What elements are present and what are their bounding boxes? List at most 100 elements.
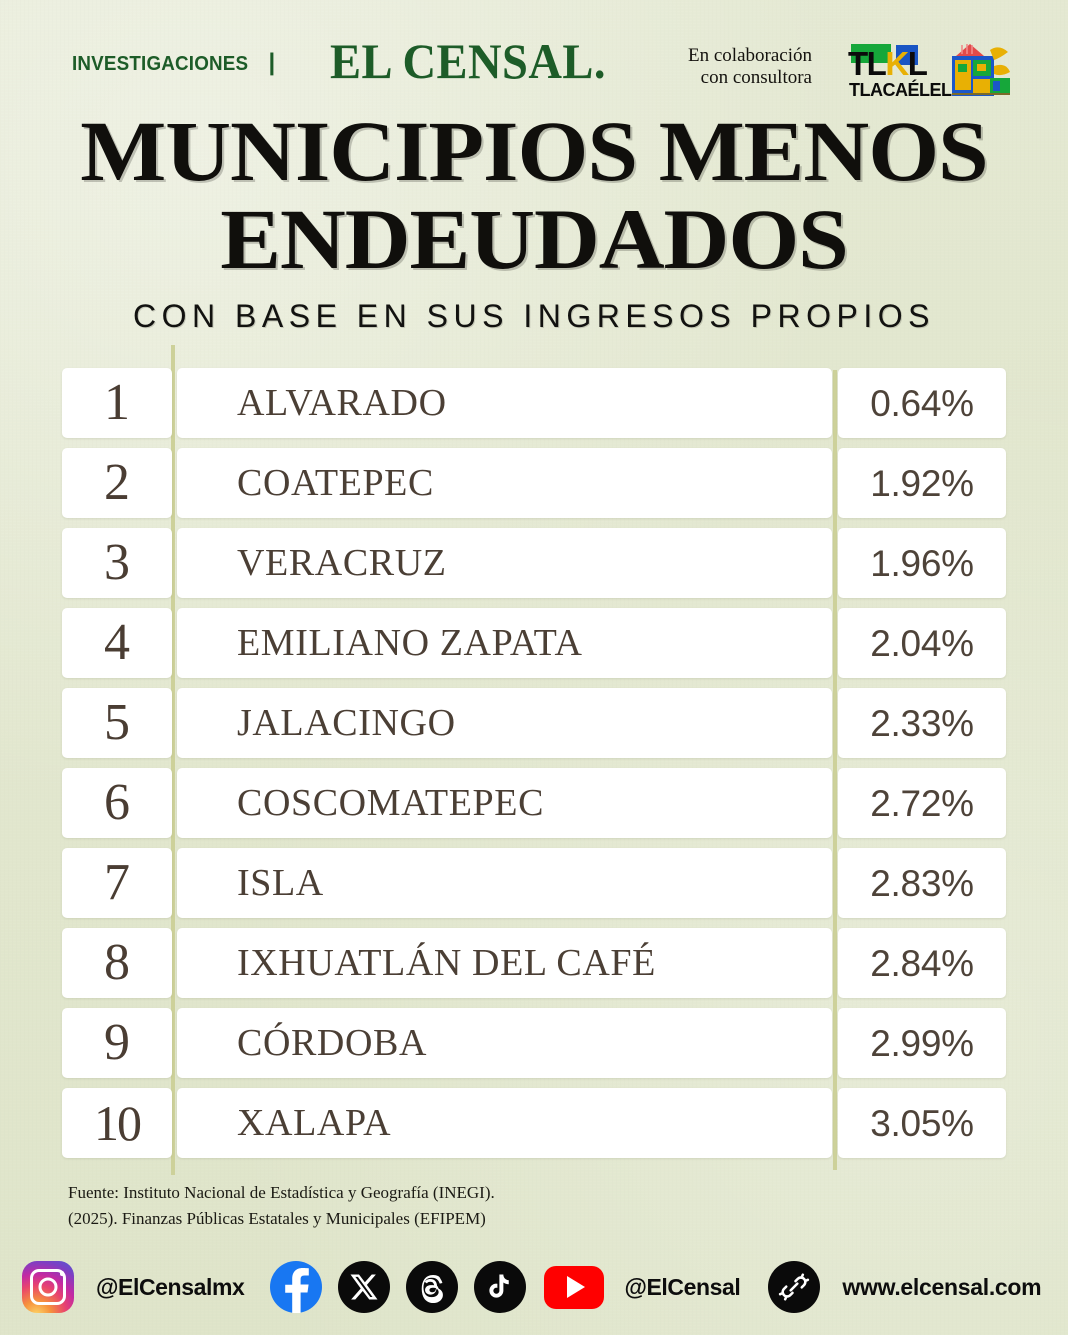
rank-cell: 6 — [62, 768, 172, 838]
source-note: Fuente: Instituto Nacional de Estadístic… — [68, 1180, 768, 1233]
ranking-table: 1 ALVARADO 0.64% 2 COATEPEC 1.92% 3 VERACRUZ 1.9… — [62, 368, 1006, 1168]
municipality-name: ISLA — [237, 862, 324, 904]
percentage-value: 1.96% — [870, 542, 974, 584]
municipality-name: COSCOMATEPEC — [237, 782, 545, 824]
header-bar: INVESTIGACIONES | EL CENSAL. En colabora… — [0, 22, 1068, 100]
rank-cell: 3 — [62, 528, 172, 598]
table-row: 3 VERACRUZ 1.96% — [62, 528, 1006, 598]
municipality-name: ALVARADO — [237, 382, 447, 424]
collab-line-1: En colaboración — [688, 45, 812, 66]
rank-cell: 4 — [62, 608, 172, 678]
percentage-cell: 2.72% — [838, 768, 1006, 838]
percentage-value: 3.05% — [870, 1102, 974, 1144]
brand-logo-text: EL CENSAL. — [330, 33, 607, 89]
percentage-cell: 0.64% — [838, 368, 1006, 438]
youtube-play-triangle — [567, 1276, 586, 1298]
percentage-value: 2.04% — [870, 622, 974, 664]
rank-cell: 5 — [62, 688, 172, 758]
source-line-2: (2025). Finanzas Públicas Estatales y Mu… — [68, 1209, 486, 1229]
percentage-cell: 2.83% — [838, 848, 1006, 918]
partner-name-label: TLACAÉLEL — [849, 80, 952, 100]
percentage-value: 2.99% — [870, 1022, 974, 1064]
percentage-cell: 2.33% — [838, 688, 1006, 758]
instagram-icon[interactable] — [22, 1261, 74, 1313]
table-row: 8 IXHUATLÁN DEL CAFÉ 2.84% — [62, 928, 1006, 998]
rank-value: 2 — [104, 454, 130, 511]
percentage-value: 2.72% — [870, 782, 974, 824]
percentage-cell: 3.05% — [838, 1088, 1006, 1158]
percentage-cell: 2.84% — [838, 928, 1006, 998]
table-row: 4 EMILIANO ZAPATA 2.04% — [62, 608, 1006, 678]
partner-logo-tlkl: TLKL TLACAÉLEL — [848, 44, 952, 100]
rank-cell: 10 — [62, 1088, 172, 1158]
percentage-cell: 2.99% — [838, 1008, 1006, 1078]
rank-value: 9 — [104, 1014, 130, 1071]
rank-cell: 7 — [62, 848, 172, 918]
tlkl-green-block — [851, 44, 891, 63]
x-icon[interactable] — [338, 1261, 391, 1313]
municipality-name: IXHUATLÁN DEL CAFÉ — [237, 942, 656, 984]
percentage-value: 2.33% — [870, 702, 974, 744]
tlkl-letter-l1: L — [866, 45, 887, 82]
tlkl-letter-t: T — [848, 45, 868, 82]
municipality-cell: XALAPA — [177, 1088, 832, 1158]
rank-value: 3 — [104, 534, 130, 591]
page-title-line-2: ENDEUDADOS — [220, 191, 849, 287]
link-icon[interactable] — [768, 1261, 821, 1313]
table-row: 7 ISLA 2.83% — [62, 848, 1006, 918]
percentage-cell: 1.92% — [838, 448, 1006, 518]
municipality-cell: EMILIANO ZAPATA — [177, 608, 832, 678]
rank-cell: 1 — [62, 368, 172, 438]
rank-value: 7 — [104, 854, 130, 911]
rank-value: 1 — [104, 374, 130, 431]
municipality-cell: JALACINGO — [177, 688, 832, 758]
tlkl-letter-k: K — [885, 45, 909, 82]
percentage-value: 0.64% — [870, 382, 974, 424]
page-title-line-1: MUNICIPIOS MENOS — [80, 103, 988, 199]
rank-cell: 8 — [62, 928, 172, 998]
brand-separator: | — [268, 49, 276, 76]
percentage-value: 2.84% — [870, 942, 974, 984]
source-line-1: Fuente: Instituto Nacional de Estadístic… — [68, 1183, 495, 1202]
youtube-handle[interactable]: @ElCensal — [624, 1273, 741, 1300]
table-row: 2 COATEPEC 1.92% — [62, 448, 1006, 518]
website-url[interactable]: www.elcensal.com — [842, 1273, 1042, 1300]
facebook-icon[interactable] — [270, 1261, 323, 1313]
page-subtitle: CON BASE EN SUS INGRESOS PROPIOS — [133, 298, 935, 334]
instagram-handle[interactable]: @ElCensalmx — [96, 1273, 245, 1300]
instagram-dot-shape — [59, 1271, 64, 1276]
municipality-cell: ALVARADO — [177, 368, 832, 438]
municipality-name: XALAPA — [237, 1102, 392, 1144]
column-divider-right — [833, 370, 837, 1170]
instagram-lens-shape — [38, 1277, 58, 1297]
table-row: 1 ALVARADO 0.64% — [62, 368, 1006, 438]
table-row: 10 XALAPA 3.05% — [62, 1088, 1006, 1158]
rank-value: 5 — [104, 694, 130, 751]
tiktok-icon[interactable] — [474, 1261, 527, 1313]
collab-line-2: con consultora — [700, 67, 812, 89]
rank-value: 6 — [104, 774, 130, 831]
percentage-value: 2.83% — [870, 862, 974, 904]
instagram-square-shape — [30, 1269, 66, 1305]
percentage-value: 1.92% — [870, 462, 974, 504]
municipality-name: VERACRUZ — [237, 542, 447, 584]
rank-cell: 2 — [62, 448, 172, 518]
percentage-cell: 2.04% — [838, 608, 1006, 678]
table-row: 6 COSCOMATEPEC 2.72% — [62, 768, 1006, 838]
percentage-cell: 1.96% — [838, 528, 1006, 598]
municipality-cell: ISLA — [177, 848, 832, 918]
tlkl-blue-block — [896, 45, 918, 65]
tlkl-letter-l2: L — [907, 45, 928, 82]
municipality-name: CÓRDOBA — [237, 1022, 428, 1064]
municipality-cell: IXHUATLÁN DEL CAFÉ — [177, 928, 832, 998]
municipality-cell: VERACRUZ — [177, 528, 832, 598]
aztec-warrior-glyph-icon — [952, 44, 1010, 96]
table-row: 9 CÓRDOBA 2.99% — [62, 1008, 1006, 1078]
rank-cell: 9 — [62, 1008, 172, 1078]
column-divider-left — [171, 345, 175, 1175]
rank-value: 8 — [104, 934, 130, 991]
threads-icon[interactable] — [406, 1261, 459, 1313]
tlkl-wordmark: TLKL — [848, 45, 928, 82]
youtube-icon[interactable] — [544, 1265, 605, 1309]
